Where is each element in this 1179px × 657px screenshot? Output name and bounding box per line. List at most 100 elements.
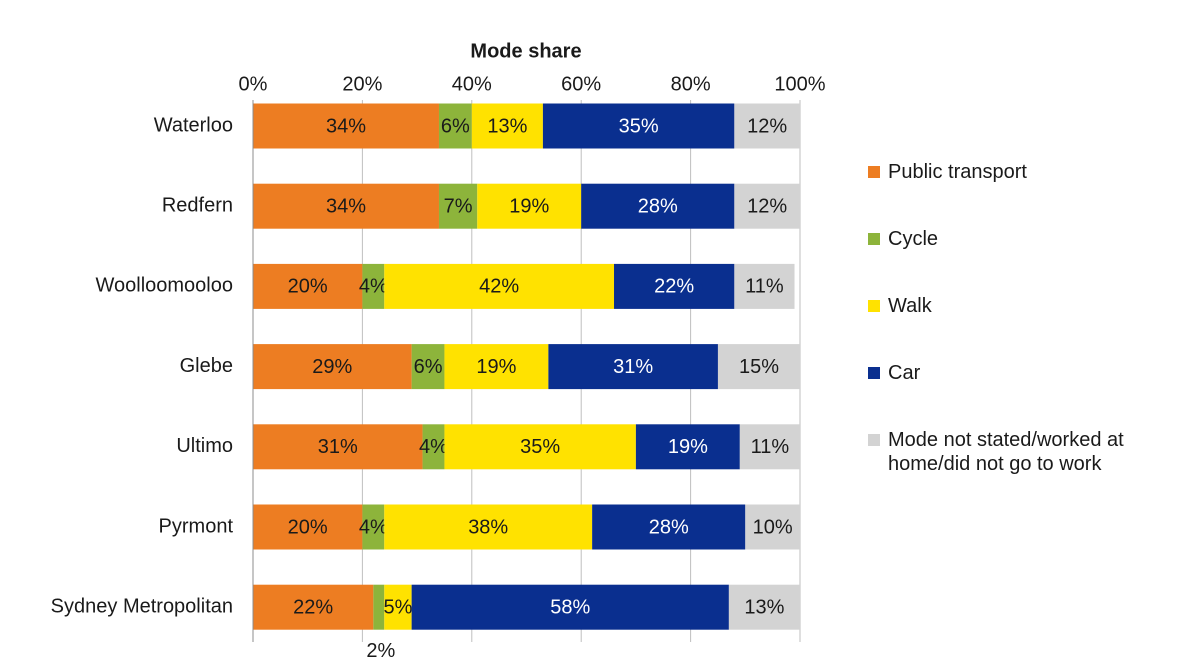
data-label: 11% xyxy=(745,276,784,298)
data-label: 15% xyxy=(739,356,779,378)
data-label: 19% xyxy=(476,356,516,378)
bar-segment xyxy=(253,584,374,630)
data-label: 22% xyxy=(654,276,694,298)
bar-segment xyxy=(471,103,543,149)
bar-segment xyxy=(592,504,746,550)
y-tick-label: Pyrmont xyxy=(159,515,234,537)
bar-segment xyxy=(373,584,385,630)
bar-segment xyxy=(362,263,385,309)
data-label: 19% xyxy=(668,436,708,458)
legend-label: Mode not stated/worked at home/did not g… xyxy=(888,429,1124,475)
bar-segment xyxy=(411,344,445,390)
bar-segment xyxy=(444,344,549,390)
bar-segment xyxy=(253,504,363,550)
data-label: 31% xyxy=(318,436,358,458)
bar-segment xyxy=(745,504,800,550)
data-label: 6% xyxy=(441,115,470,137)
bar-segment xyxy=(253,103,439,149)
bar-segment xyxy=(253,183,439,229)
bar-segment xyxy=(717,344,800,390)
data-label: 58% xyxy=(550,596,590,618)
data-label: 13% xyxy=(487,115,527,137)
data-label: 19% xyxy=(509,195,549,217)
x-tick-label: 100% xyxy=(774,73,825,95)
bar-segment xyxy=(542,103,735,149)
data-label: 42% xyxy=(479,276,519,298)
bar-segment xyxy=(728,584,800,630)
data-label: 20% xyxy=(288,276,328,298)
bar-segment xyxy=(581,183,735,229)
legend-item: Public transport xyxy=(868,160,1168,227)
bar-segment xyxy=(438,103,472,149)
legend-swatch xyxy=(868,434,880,446)
data-label: 34% xyxy=(326,195,366,217)
data-label: 11% xyxy=(751,436,790,458)
data-label: 2% xyxy=(366,640,395,657)
bar-segment xyxy=(739,424,800,470)
chart-title: Mode share xyxy=(470,40,581,62)
bar-segment xyxy=(253,344,412,390)
data-label: 29% xyxy=(312,356,352,378)
data-label: 20% xyxy=(288,516,328,538)
legend-swatch xyxy=(868,166,880,178)
x-tick-label: 60% xyxy=(561,73,601,95)
y-tick-label: Waterloo xyxy=(154,114,233,136)
x-tick-label: 40% xyxy=(452,73,492,95)
legend-label: Public transport xyxy=(888,161,1027,183)
data-label: 7% xyxy=(444,195,473,217)
bar-segment xyxy=(477,183,582,229)
data-label: 5% xyxy=(384,596,413,618)
legend-item: Cycle xyxy=(868,227,1168,294)
bar-segment xyxy=(614,263,735,309)
y-tick-label: Glebe xyxy=(180,355,233,377)
data-label: 12% xyxy=(747,195,787,217)
legend-label: Car xyxy=(888,362,921,384)
data-label: 10% xyxy=(753,516,793,538)
bar-segment xyxy=(384,584,412,630)
data-label: 35% xyxy=(619,115,659,137)
bar-segment xyxy=(635,424,740,470)
data-label: 12% xyxy=(747,115,787,137)
data-label: 34% xyxy=(326,115,366,137)
data-label: 31% xyxy=(613,356,653,378)
legend-label: Cycle xyxy=(888,228,939,250)
bar-segment xyxy=(734,183,800,229)
data-label: 28% xyxy=(638,195,678,217)
bar-segment xyxy=(384,504,593,550)
legend-swatch xyxy=(868,300,880,312)
data-label: 4% xyxy=(359,516,388,538)
data-label: 4% xyxy=(419,436,448,458)
data-label: 38% xyxy=(468,516,508,538)
legend-item: Car xyxy=(868,361,1168,428)
bar-segment xyxy=(362,504,385,550)
y-tick-label: Woolloomooloo xyxy=(96,275,234,297)
bar-segment xyxy=(422,424,445,470)
y-tick-label: Sydney Metropolitan xyxy=(51,595,233,617)
legend-item: Walk xyxy=(868,294,1168,361)
data-label: 6% xyxy=(414,356,443,378)
bar-segment xyxy=(734,103,800,149)
bar-segment xyxy=(253,424,423,470)
data-label: 35% xyxy=(520,436,560,458)
data-label: 22% xyxy=(293,596,333,618)
x-tick-label: 20% xyxy=(342,73,382,95)
x-tick-label: 0% xyxy=(239,73,268,95)
data-label: 13% xyxy=(744,596,784,618)
bar-segment xyxy=(438,183,478,229)
bar-segment xyxy=(411,584,729,630)
bar-segment xyxy=(734,263,795,309)
legend-label: Walk xyxy=(888,295,932,317)
legend: Public transport Cycle Walk Car Mode not sta… xyxy=(868,160,1168,495)
bar-segment xyxy=(444,424,636,470)
bar-segment xyxy=(548,344,718,390)
legend-swatch xyxy=(868,367,880,379)
data-label: 4% xyxy=(359,276,388,298)
legend-swatch xyxy=(868,233,880,245)
bar-segment xyxy=(253,263,363,309)
bar-segment xyxy=(384,263,615,309)
y-tick-label: Ultimo xyxy=(176,435,233,457)
y-tick-label: Redfern xyxy=(162,194,233,216)
legend-item: Mode not stated/worked at home/did not g… xyxy=(868,428,1168,495)
